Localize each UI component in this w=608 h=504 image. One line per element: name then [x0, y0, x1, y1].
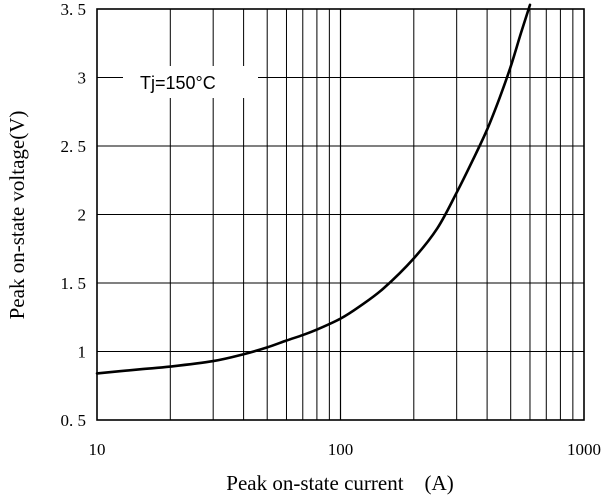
y-tick-label: 2. 5 — [61, 137, 87, 156]
x-tick-label: 10 — [89, 440, 106, 459]
y-tick-label: 3. 5 — [61, 0, 87, 19]
frame-layer — [96, 8, 585, 421]
x-tick-label: 100 — [328, 440, 354, 459]
tick-layer: 10 100 1000 0. 5 1 1. 5 2 2. 5 3 3. 5 — [61, 0, 602, 459]
y-tick-label: 1 — [78, 343, 87, 362]
x-axis-label: Peak on-state current (A) — [226, 471, 453, 495]
series-line — [95, 3, 532, 375]
series-layer — [95, 3, 532, 375]
y-tick-label: 2 — [78, 206, 87, 225]
annotation-label: Tj=150°C — [140, 73, 216, 93]
grid-layer — [97, 9, 584, 420]
annotation-box — [123, 66, 258, 98]
y-tick-label: 0. 5 — [61, 411, 87, 430]
x-tick-label: 1000 — [567, 440, 601, 459]
y-axis-label: Peak on-state voltage(V) — [5, 111, 29, 320]
y-tick-label: 1. 5 — [61, 274, 87, 293]
plot-frame — [96, 8, 585, 421]
y-tick-label: 3 — [78, 69, 87, 88]
